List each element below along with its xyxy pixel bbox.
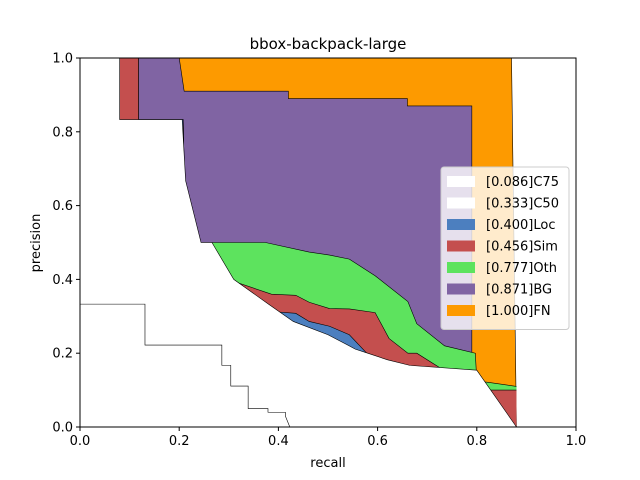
plot-frame	[79, 57, 577, 428]
plot-area	[79, 57, 577, 428]
legend-swatch	[447, 283, 475, 295]
legend-label: [0.456]Sim	[486, 240, 558, 255]
x-tick-label: 0.0	[70, 434, 91, 449]
legend-label: [0.333]C50	[486, 197, 559, 212]
x-tick-label: 0.6	[367, 434, 388, 449]
y-axis-label: precision	[29, 214, 44, 273]
y-tick-label: 0.0	[52, 421, 73, 436]
legend-label: [1.000]FN	[486, 304, 551, 319]
area-1	[80, 304, 290, 427]
legend-swatch	[447, 240, 475, 252]
x-axis: 0.0 0.2 0.4 0.6 0.8 1.0	[70, 427, 587, 449]
y-tick-label: 0.2	[52, 347, 73, 362]
area-boundary-2	[80, 57, 517, 428]
x-tick-label: 0.8	[466, 434, 487, 449]
legend-swatch	[447, 262, 475, 273]
x-tick-label: 0.2	[169, 434, 190, 449]
legend-label: [0.086]C75	[486, 175, 559, 190]
y-tick-label: 0.4	[52, 273, 73, 288]
legend-swatch	[447, 305, 475, 316]
legend-swatch	[447, 176, 475, 187]
area-2	[80, 58, 517, 427]
legend-swatch	[447, 197, 475, 209]
x-tick-label: 1.0	[566, 434, 587, 449]
legend: [0.086]C75 [0.333]C50 [0.400]Loc [0.456]Sim…	[440, 166, 570, 330]
y-axis: 0.0 0.2 0.4 0.6 0.8 1.0	[52, 52, 80, 436]
x-axis-label: recall	[310, 456, 345, 471]
x-tick-label: 0.4	[268, 434, 289, 449]
legend-label: [0.777]Oth	[486, 261, 557, 276]
legend-swatch	[447, 219, 475, 230]
chart-title: bbox-backpack-large	[250, 35, 407, 53]
y-tick-label: 0.6	[52, 199, 73, 214]
y-tick-label: 1.0	[52, 52, 73, 67]
y-tick-label: 0.8	[52, 125, 73, 140]
area-series-group	[80, 57, 576, 428]
legend-label: [0.871]BG	[486, 283, 552, 298]
legend-label: [0.400]Loc	[486, 218, 555, 233]
area-boundary-1	[80, 303, 291, 428]
